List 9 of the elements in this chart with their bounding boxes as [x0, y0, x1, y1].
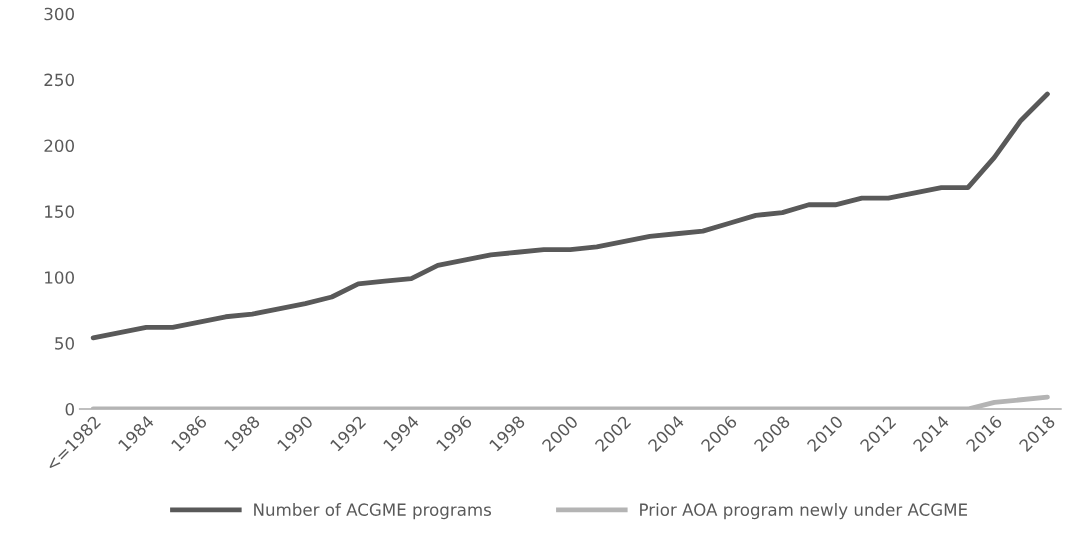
y-tick-label: 0: [65, 402, 74, 416]
y-tick-label: 100: [45, 271, 74, 284]
y-tick-label: 200: [44, 139, 74, 153]
y-tick-label: 250: [44, 73, 74, 87]
y-tick-label: 150: [45, 205, 74, 218]
y-tick-label: 300: [44, 7, 74, 21]
legend-label: Prior AOA program newly under ACGME: [640, 503, 968, 520]
legend-label: Number of ACGME programs: [254, 503, 492, 520]
y-tick-label: 50: [55, 337, 74, 350]
